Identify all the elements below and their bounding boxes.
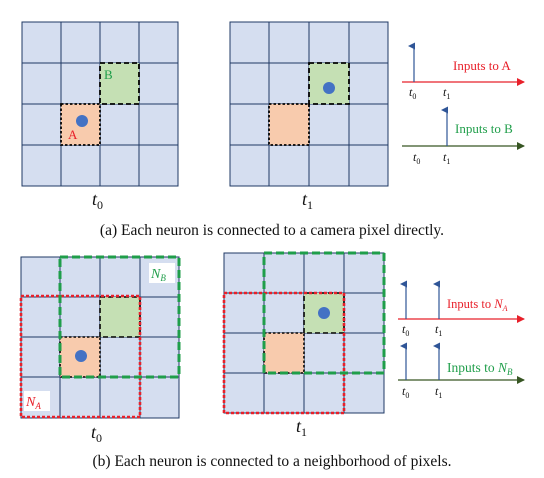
object-dot — [76, 115, 88, 127]
object-dot — [75, 350, 87, 362]
panel-b: NB NA t0 t1 Inputs to NA t0 t1 — [19, 251, 525, 445]
timeline-label-na: Inputs to NA — [447, 297, 508, 313]
neuron-b-pixel — [99, 62, 140, 105]
timeline-label-nb: Inputs to NB — [447, 360, 513, 377]
timeline-inputs-na: Inputs to NA t0 t1 — [398, 280, 525, 338]
object-dot — [323, 82, 335, 94]
pixel-grid-t0: NB NA t0 — [19, 255, 181, 445]
receptive-field-na — [222, 291, 346, 415]
time-label-t1: t1 — [302, 189, 313, 212]
neuron-b-pixel — [99, 296, 141, 338]
neuron-a-pixel — [263, 332, 305, 374]
caption-b: (b) Each neuron is connected to a neighb… — [92, 453, 452, 470]
receptive-field-nb — [262, 251, 386, 375]
label-b: B — [104, 67, 113, 82]
label-nb: NB — [150, 267, 166, 283]
pixel-grid-t0: A B t0 — [21, 21, 179, 212]
tick-t0: t0 — [409, 85, 416, 101]
timeline-inputs-a: Inputs to A t0 t1 — [402, 42, 525, 101]
time-label-t1: t1 — [296, 416, 307, 439]
tick-t0: t0 — [402, 384, 409, 400]
pixel-grid-t1: t1 — [229, 21, 389, 212]
caption-a: (a) Each neuron is connected to a camera… — [99, 222, 445, 239]
label-a: A — [68, 127, 78, 142]
timeline-inputs-b: Inputs to B t0 t1 — [402, 106, 525, 166]
label-na: NA — [25, 395, 41, 411]
time-label-t0: t0 — [91, 422, 102, 445]
time-label-t0: t0 — [92, 189, 103, 212]
timeline-inputs-nb: Inputs to NB t0 t1 — [398, 342, 525, 400]
timeline-label-b: Inputs to B — [455, 121, 513, 136]
tick-t1: t1 — [435, 322, 442, 338]
object-dot — [318, 307, 330, 319]
neuron-a-pixel — [268, 103, 310, 146]
panel-a: A B t0 t1 Inputs to A t0 t1 — [21, 21, 525, 212]
tick-t0: t0 — [402, 322, 409, 338]
tick-t1: t1 — [435, 384, 442, 400]
tick-t0: t0 — [413, 150, 420, 166]
tick-t1: t1 — [443, 150, 450, 166]
timeline-label-a: Inputs to A — [453, 58, 511, 73]
pixel-grid-t1: t1 — [222, 251, 386, 439]
tick-t1: t1 — [443, 85, 450, 101]
